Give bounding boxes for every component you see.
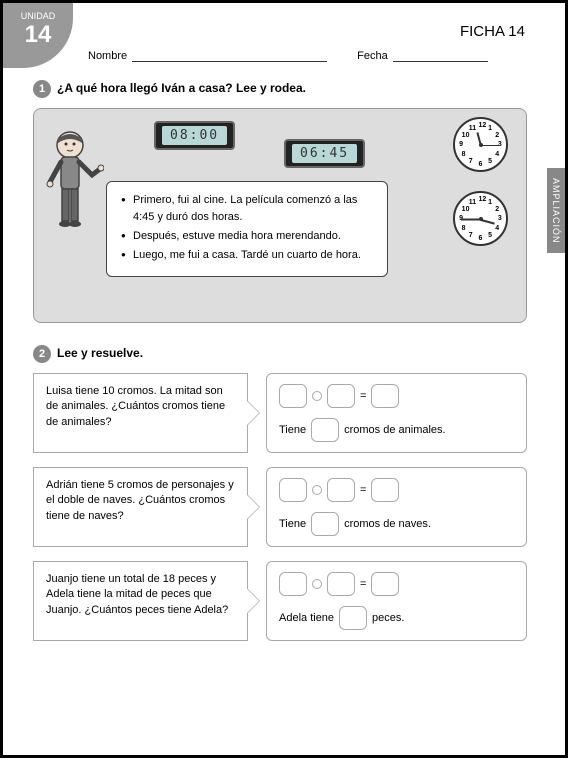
answer-box[interactable]: [339, 606, 367, 630]
date-label: Fecha: [357, 50, 388, 62]
operand-box[interactable]: [279, 572, 307, 596]
answer-line: Tienecromos de naves.: [279, 512, 514, 536]
name-label: Nombre: [88, 50, 127, 62]
speech-bullet: Primero, fui al cine. La película comenz…: [121, 192, 373, 226]
result-box[interactable]: [371, 572, 399, 596]
operator-circle[interactable]: [312, 579, 322, 589]
q1-title: ¿A qué hora llegó Iván a casa? Lee y rod…: [57, 81, 306, 95]
operator-circle[interactable]: [312, 391, 322, 401]
result-box[interactable]: [371, 384, 399, 408]
problem-answer-box: = Tienecromos de animales.: [266, 373, 527, 453]
operand-box[interactable]: [327, 384, 355, 408]
unit-number: 14: [25, 21, 52, 48]
name-date-fields: Nombre Fecha: [3, 48, 565, 62]
problem-row: Luisa tiene 10 cromos. La mitad son de a…: [33, 373, 527, 453]
q1-illustration-box: 08:00 06:45 121234567891011 121234567891…: [33, 108, 527, 323]
analog-clock-1[interactable]: 121234567891011: [453, 117, 508, 172]
answer-line: Tienecromos de animales.: [279, 418, 514, 442]
problem-row: Adrián tiene 5 cromos de personajes y el…: [33, 467, 527, 547]
ficha-title: FICHA 14: [3, 3, 565, 48]
q2-title: Lee y resuelve.: [57, 346, 143, 360]
problem-row: Juanjo tiene un total de 18 peces y Adel…: [33, 561, 527, 641]
operand-box[interactable]: [279, 384, 307, 408]
speech-bubble: Primero, fui al cine. La película comenz…: [106, 181, 388, 277]
equation: =: [279, 478, 514, 502]
problem-text: Luisa tiene 10 cromos. La mitad son de a…: [33, 373, 248, 453]
equation: =: [279, 384, 514, 408]
boy-illustration: [42, 127, 104, 257]
q1-header: 1 ¿A qué hora llegó Iván a casa? Lee y ro…: [33, 80, 527, 98]
problem-text: Adrián tiene 5 cromos de personajes y el…: [33, 467, 248, 547]
digital-clock-1[interactable]: 08:00: [154, 121, 235, 150]
analog-clock-2[interactable]: 121234567891011: [453, 191, 508, 246]
speech-bullet: Después, estuve media hora merendando.: [121, 228, 373, 245]
date-input-line[interactable]: [393, 48, 488, 62]
operand-box[interactable]: [279, 478, 307, 502]
answer-line: Adela tienepeces.: [279, 606, 514, 630]
unit-label: UNIDAD: [3, 11, 73, 21]
problem-answer-box: = Tienecromos de naves.: [266, 467, 527, 547]
answer-box[interactable]: [311, 512, 339, 536]
operand-box[interactable]: [327, 478, 355, 502]
q1-number: 1: [33, 80, 51, 98]
problem-answer-box: = Adela tienepeces.: [266, 561, 527, 641]
side-tab: AMPLIACIÓN: [547, 168, 565, 253]
q2-header: 2 Lee y resuelve.: [33, 345, 527, 363]
equation: =: [279, 572, 514, 596]
operand-box[interactable]: [327, 572, 355, 596]
operator-circle[interactable]: [312, 485, 322, 495]
digital-clock-2[interactable]: 06:45: [284, 139, 365, 168]
name-input-line[interactable]: [132, 48, 327, 62]
q2-number: 2: [33, 345, 51, 363]
speech-bullet: Luego, me fui a casa. Tardé un cuarto de…: [121, 247, 373, 264]
result-box[interactable]: [371, 478, 399, 502]
problem-text: Juanjo tiene un total de 18 peces y Adel…: [33, 561, 248, 641]
answer-box[interactable]: [311, 418, 339, 442]
